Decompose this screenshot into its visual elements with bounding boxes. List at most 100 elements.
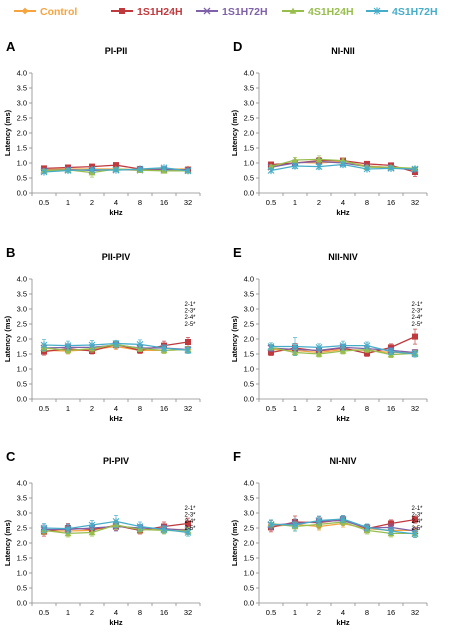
x-tick-label: 32 [184, 198, 192, 207]
y-tick-label: 2.5 [244, 114, 254, 123]
y-tick-label: 4.0 [244, 479, 254, 488]
y-tick-label: 0.5 [244, 174, 254, 183]
data-point [339, 515, 347, 523]
y-tick-label: 0.0 [17, 189, 27, 198]
data-point [267, 342, 275, 351]
y-tick-label: 0.5 [17, 584, 27, 593]
x-tick-label: 8 [365, 404, 369, 413]
legend-marker-control [21, 7, 29, 15]
y-tick-label: 4.0 [244, 69, 254, 78]
panel-b: B PII-PIV 0.0 0.5 1.0 1.5 2.0 2.5 3.0 3.5 4.0 0.5 1 2… [3, 245, 201, 423]
legend-label: 1S1H72H [222, 6, 268, 18]
x-tick-label: 32 [411, 198, 419, 207]
panel-title: NI-NIV [330, 456, 357, 466]
x-tick-label: 1 [66, 404, 70, 413]
legend-marker-4s1h72h [373, 7, 381, 15]
x-tick-label: 0.5 [39, 608, 49, 617]
data-point [363, 342, 371, 350]
y-tick-label: 2.0 [17, 335, 27, 344]
y-tick-label: 4.0 [17, 479, 27, 488]
y-tick-label: 1.0 [17, 159, 27, 168]
data-point [291, 162, 299, 170]
legend-marker-4s1h24h [289, 7, 297, 14]
data-point [136, 340, 144, 348]
data-point [64, 166, 72, 175]
x-tick-label: 4 [114, 608, 118, 617]
significance-label: 2-1* [184, 302, 196, 308]
panel-title: PI-PIV [103, 456, 129, 466]
significance-label: 2-4* [411, 315, 423, 321]
data-point [339, 347, 347, 354]
y-tick-label: 3.0 [17, 305, 27, 314]
y-axis-label: Latency (ms) [230, 109, 239, 156]
data-point [64, 342, 72, 350]
data-point [291, 342, 299, 351]
x-tick-label: 8 [365, 608, 369, 617]
data-point [412, 333, 418, 340]
data-point [315, 163, 323, 171]
x-tick-label: 0.5 [266, 608, 276, 617]
latency-figure: A PI-PII 0.0 0.5 1.0 1.5 2.0 2.5 3.0 3.5 4.0 0.5 1 2 4… [3, 39, 428, 627]
y-tick-label: 1.0 [17, 365, 27, 374]
x-tick-label: 2 [90, 198, 94, 207]
data-point [267, 163, 275, 170]
y-tick-label: 3.0 [244, 509, 254, 518]
series-4s1h72h [40, 164, 192, 176]
x-tick-label: 0.5 [266, 198, 276, 207]
x-tick-label: 16 [387, 608, 395, 617]
panel-letter: E [233, 245, 242, 260]
y-tick-label: 4.0 [244, 275, 254, 284]
data-point [412, 516, 418, 523]
y-tick-label: 0.0 [244, 395, 254, 404]
x-tick-label: 32 [184, 608, 192, 617]
legend-label: 4S1H72H [392, 6, 438, 18]
x-tick-label: 4 [341, 608, 345, 617]
y-tick-label: 1.0 [17, 569, 27, 578]
y-tick-label: 3.0 [244, 305, 254, 314]
y-tick-label: 1.5 [17, 350, 27, 359]
x-tick-label: 1 [293, 198, 297, 207]
y-axis-label: Latency (ms) [3, 315, 12, 362]
x-tick-label: 0.5 [39, 198, 49, 207]
x-tick-label: 2 [317, 608, 321, 617]
data-point [88, 166, 96, 174]
y-axis-label: Latency (ms) [3, 109, 12, 156]
data-point [40, 524, 48, 532]
x-tick-label: 32 [411, 404, 419, 413]
y-tick-label: 0.0 [17, 599, 27, 608]
data-point [411, 165, 419, 173]
x-tick-label: 16 [387, 198, 395, 207]
data-point [136, 522, 144, 531]
y-tick-label: 1.0 [244, 569, 254, 578]
significance-label: 2-5* [411, 322, 423, 328]
x-axis-label: kHz [336, 414, 350, 423]
data-point [88, 521, 96, 529]
y-tick-label: 0.5 [17, 174, 27, 183]
x-tick-label: 4 [341, 198, 345, 207]
panel-letter: F [233, 449, 241, 464]
significance-label: 2-1* [184, 506, 196, 512]
y-tick-label: 1.5 [244, 554, 254, 563]
series-4s1h72h [40, 515, 192, 537]
significance-label: 2-5* [411, 526, 423, 532]
significance-label: 2-1* [411, 506, 423, 512]
significance-label: 2-5* [184, 322, 196, 328]
y-tick-label: 2.0 [244, 129, 254, 138]
data-point [160, 164, 168, 172]
x-tick-label: 1 [66, 198, 70, 207]
x-tick-label: 8 [138, 404, 142, 413]
data-point [112, 166, 120, 174]
data-point [387, 164, 395, 172]
data-point [363, 165, 371, 173]
data-point [88, 341, 96, 349]
y-tick-label: 4.0 [17, 69, 27, 78]
x-tick-label: 2 [90, 404, 94, 413]
data-point [160, 525, 168, 534]
data-point [184, 346, 192, 354]
data-point [315, 343, 323, 351]
x-tick-label: 1 [293, 608, 297, 617]
data-point [315, 350, 323, 357]
x-tick-label: 8 [365, 198, 369, 207]
y-tick-label: 3.0 [17, 509, 27, 518]
x-tick-label: 2 [317, 198, 321, 207]
